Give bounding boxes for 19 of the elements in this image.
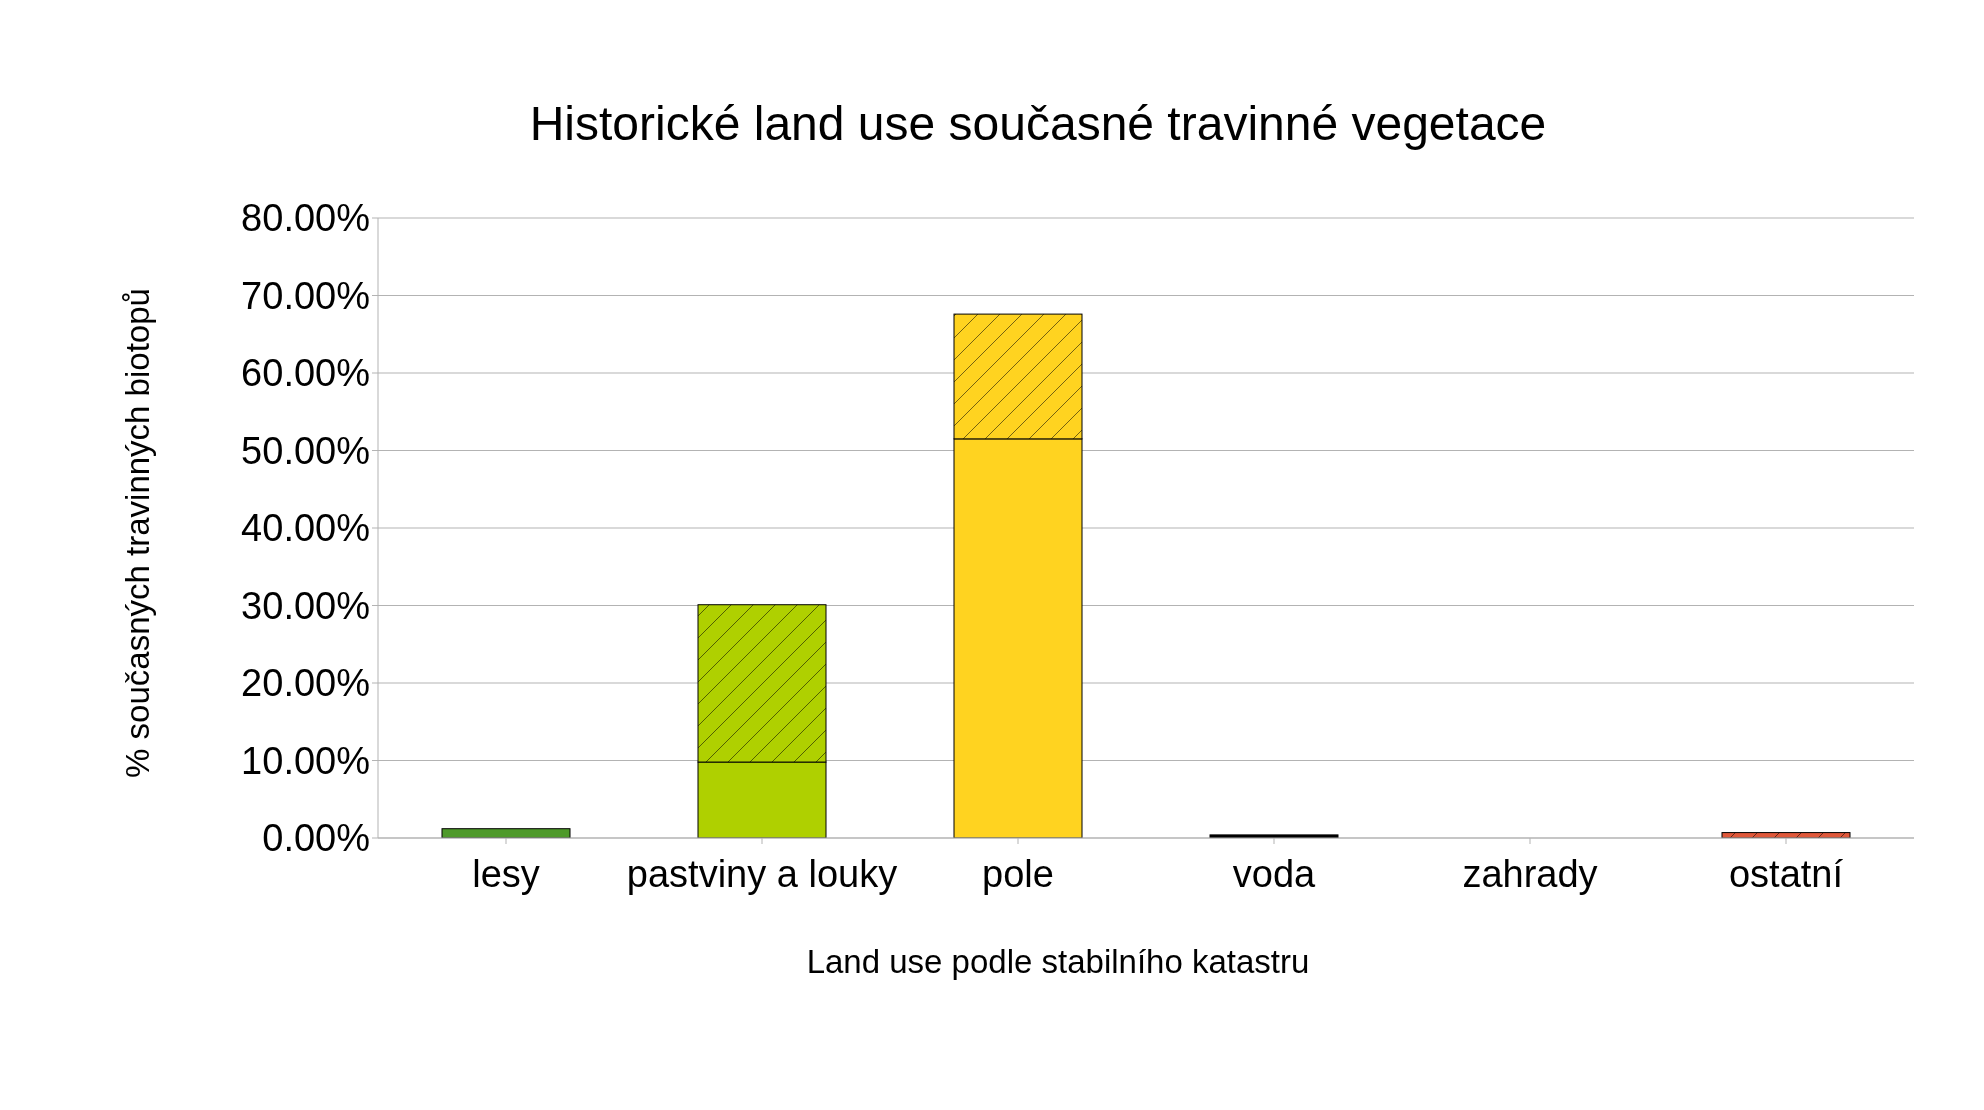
- y-tick-label: 10.00%: [241, 739, 370, 782]
- x-tick-label: pole: [982, 852, 1054, 895]
- x-axis-title: Land use podle stabilního katastru: [805, 943, 1311, 981]
- y-tick-label: 80.00%: [241, 197, 370, 240]
- y-axis-title: % současných travinných biotopů: [119, 288, 157, 778]
- x-tick-label: pastviny a louky: [626, 852, 898, 895]
- x-tick-label: lesy: [472, 852, 540, 895]
- y-tick-label: 70.00%: [241, 274, 370, 317]
- chart-title: Historické land use současné travinné vegetace: [528, 96, 1548, 151]
- y-tick-label: 30.00%: [241, 584, 370, 627]
- y-tick-label: 40.00%: [241, 507, 370, 550]
- x-tick-label: ostatní: [1728, 852, 1844, 895]
- y-tick-label: 60.00%: [241, 352, 370, 395]
- x-tick-label: zahrady: [1462, 852, 1598, 895]
- y-tick-label: 50.00%: [241, 429, 370, 472]
- x-tick-label: voda: [1232, 852, 1317, 895]
- y-tick-label: 0.00%: [262, 817, 370, 860]
- bar: [441, 828, 571, 838]
- y-tick-label: 20.00%: [241, 662, 370, 705]
